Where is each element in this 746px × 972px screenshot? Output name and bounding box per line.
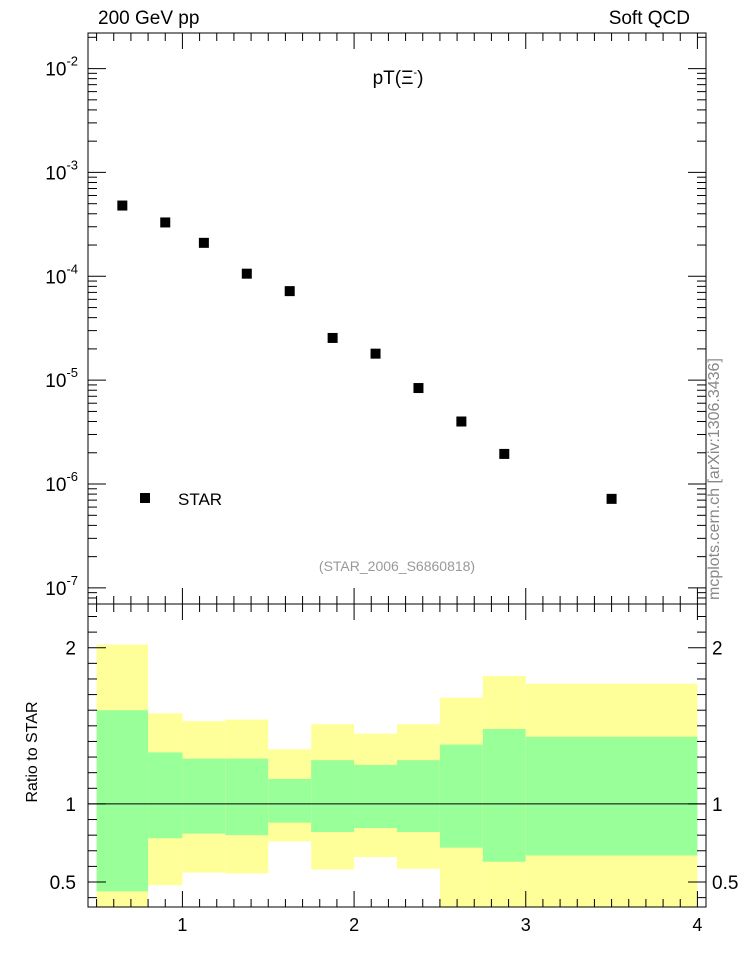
main-plot-frame — [87, 32, 707, 605]
inner-band-bin-5 — [311, 760, 355, 833]
y-tick-label-ratio-right: 0.5 — [712, 873, 738, 894]
axis-ticks — [88, 33, 706, 907]
y-tick-label-ratio-right: 1 — [712, 795, 723, 816]
y-tick-label-main: 10-4 — [45, 261, 78, 288]
data-point-7 — [413, 383, 424, 394]
inner-band-bin-8 — [439, 744, 483, 848]
data-point-4 — [284, 286, 295, 297]
y-tick-label-ratio-left: 0.5 — [50, 873, 76, 894]
y-tick-label-main: 10-5 — [45, 365, 78, 392]
analysis-id-label: (STAR_2006_S6860818) — [319, 558, 475, 574]
y-tick-label-main: 10-7 — [45, 573, 78, 600]
data-point-10 — [606, 493, 617, 504]
ratio-plot-frame — [87, 603, 707, 908]
inner-band-bin-9 — [482, 728, 526, 862]
inner-band-bin-3 — [225, 758, 269, 836]
data-point-0 — [117, 200, 128, 211]
tick-labels: 1 2 3 4 10-2 10-3 10-4 10-5 10-6 10-7 0.5 0.5 1 1 2 2 — [45, 54, 738, 935]
data-point-1 — [160, 217, 171, 228]
data-point-6 — [370, 348, 381, 359]
header-right-label: Soft QCD — [608, 8, 690, 29]
data-markers — [117, 200, 617, 504]
y-tick-label-ratio-left: 1 — [65, 795, 76, 816]
x-tick-label: 3 — [521, 915, 531, 935]
data-point-2 — [198, 237, 209, 248]
inner-band-bin-4 — [268, 778, 312, 823]
data-point-3 — [241, 268, 252, 279]
data-point-9 — [499, 448, 510, 459]
inner-band-bin-0 — [96, 710, 149, 892]
inner-band-bin-10 — [525, 736, 698, 856]
ratio-y-axis-label: Ratio to STAR — [24, 701, 41, 802]
inner-band-bin-1 — [148, 752, 183, 839]
x-tick-label: 4 — [692, 915, 702, 935]
plot-title: pT(Ξ-) — [373, 67, 424, 89]
y-tick-label-main: 10-3 — [45, 157, 78, 184]
ratio-bands — [96, 644, 698, 907]
legend-label-star: STAR — [178, 490, 222, 509]
data-point-8 — [456, 416, 467, 427]
y-tick-label-main: 10-6 — [45, 469, 78, 496]
inner-band-bin-6 — [354, 764, 397, 829]
data-point-5 — [327, 332, 338, 343]
side-watermark: mcplots.cern.ch [arXiv:1306.3436] — [706, 358, 723, 600]
x-tick-label: 1 — [177, 915, 187, 935]
y-tick-label-ratio-left: 2 — [65, 639, 76, 660]
y-tick-label-main: 10-2 — [45, 54, 78, 81]
inner-band-bin-7 — [397, 760, 440, 833]
x-tick-label: 2 — [349, 915, 359, 935]
y-tick-label-ratio-right: 2 — [712, 639, 723, 660]
legend-marker-star — [140, 493, 150, 503]
header-left-label: 200 GeV pp — [98, 8, 200, 29]
inner-band-bin-2 — [182, 758, 226, 834]
